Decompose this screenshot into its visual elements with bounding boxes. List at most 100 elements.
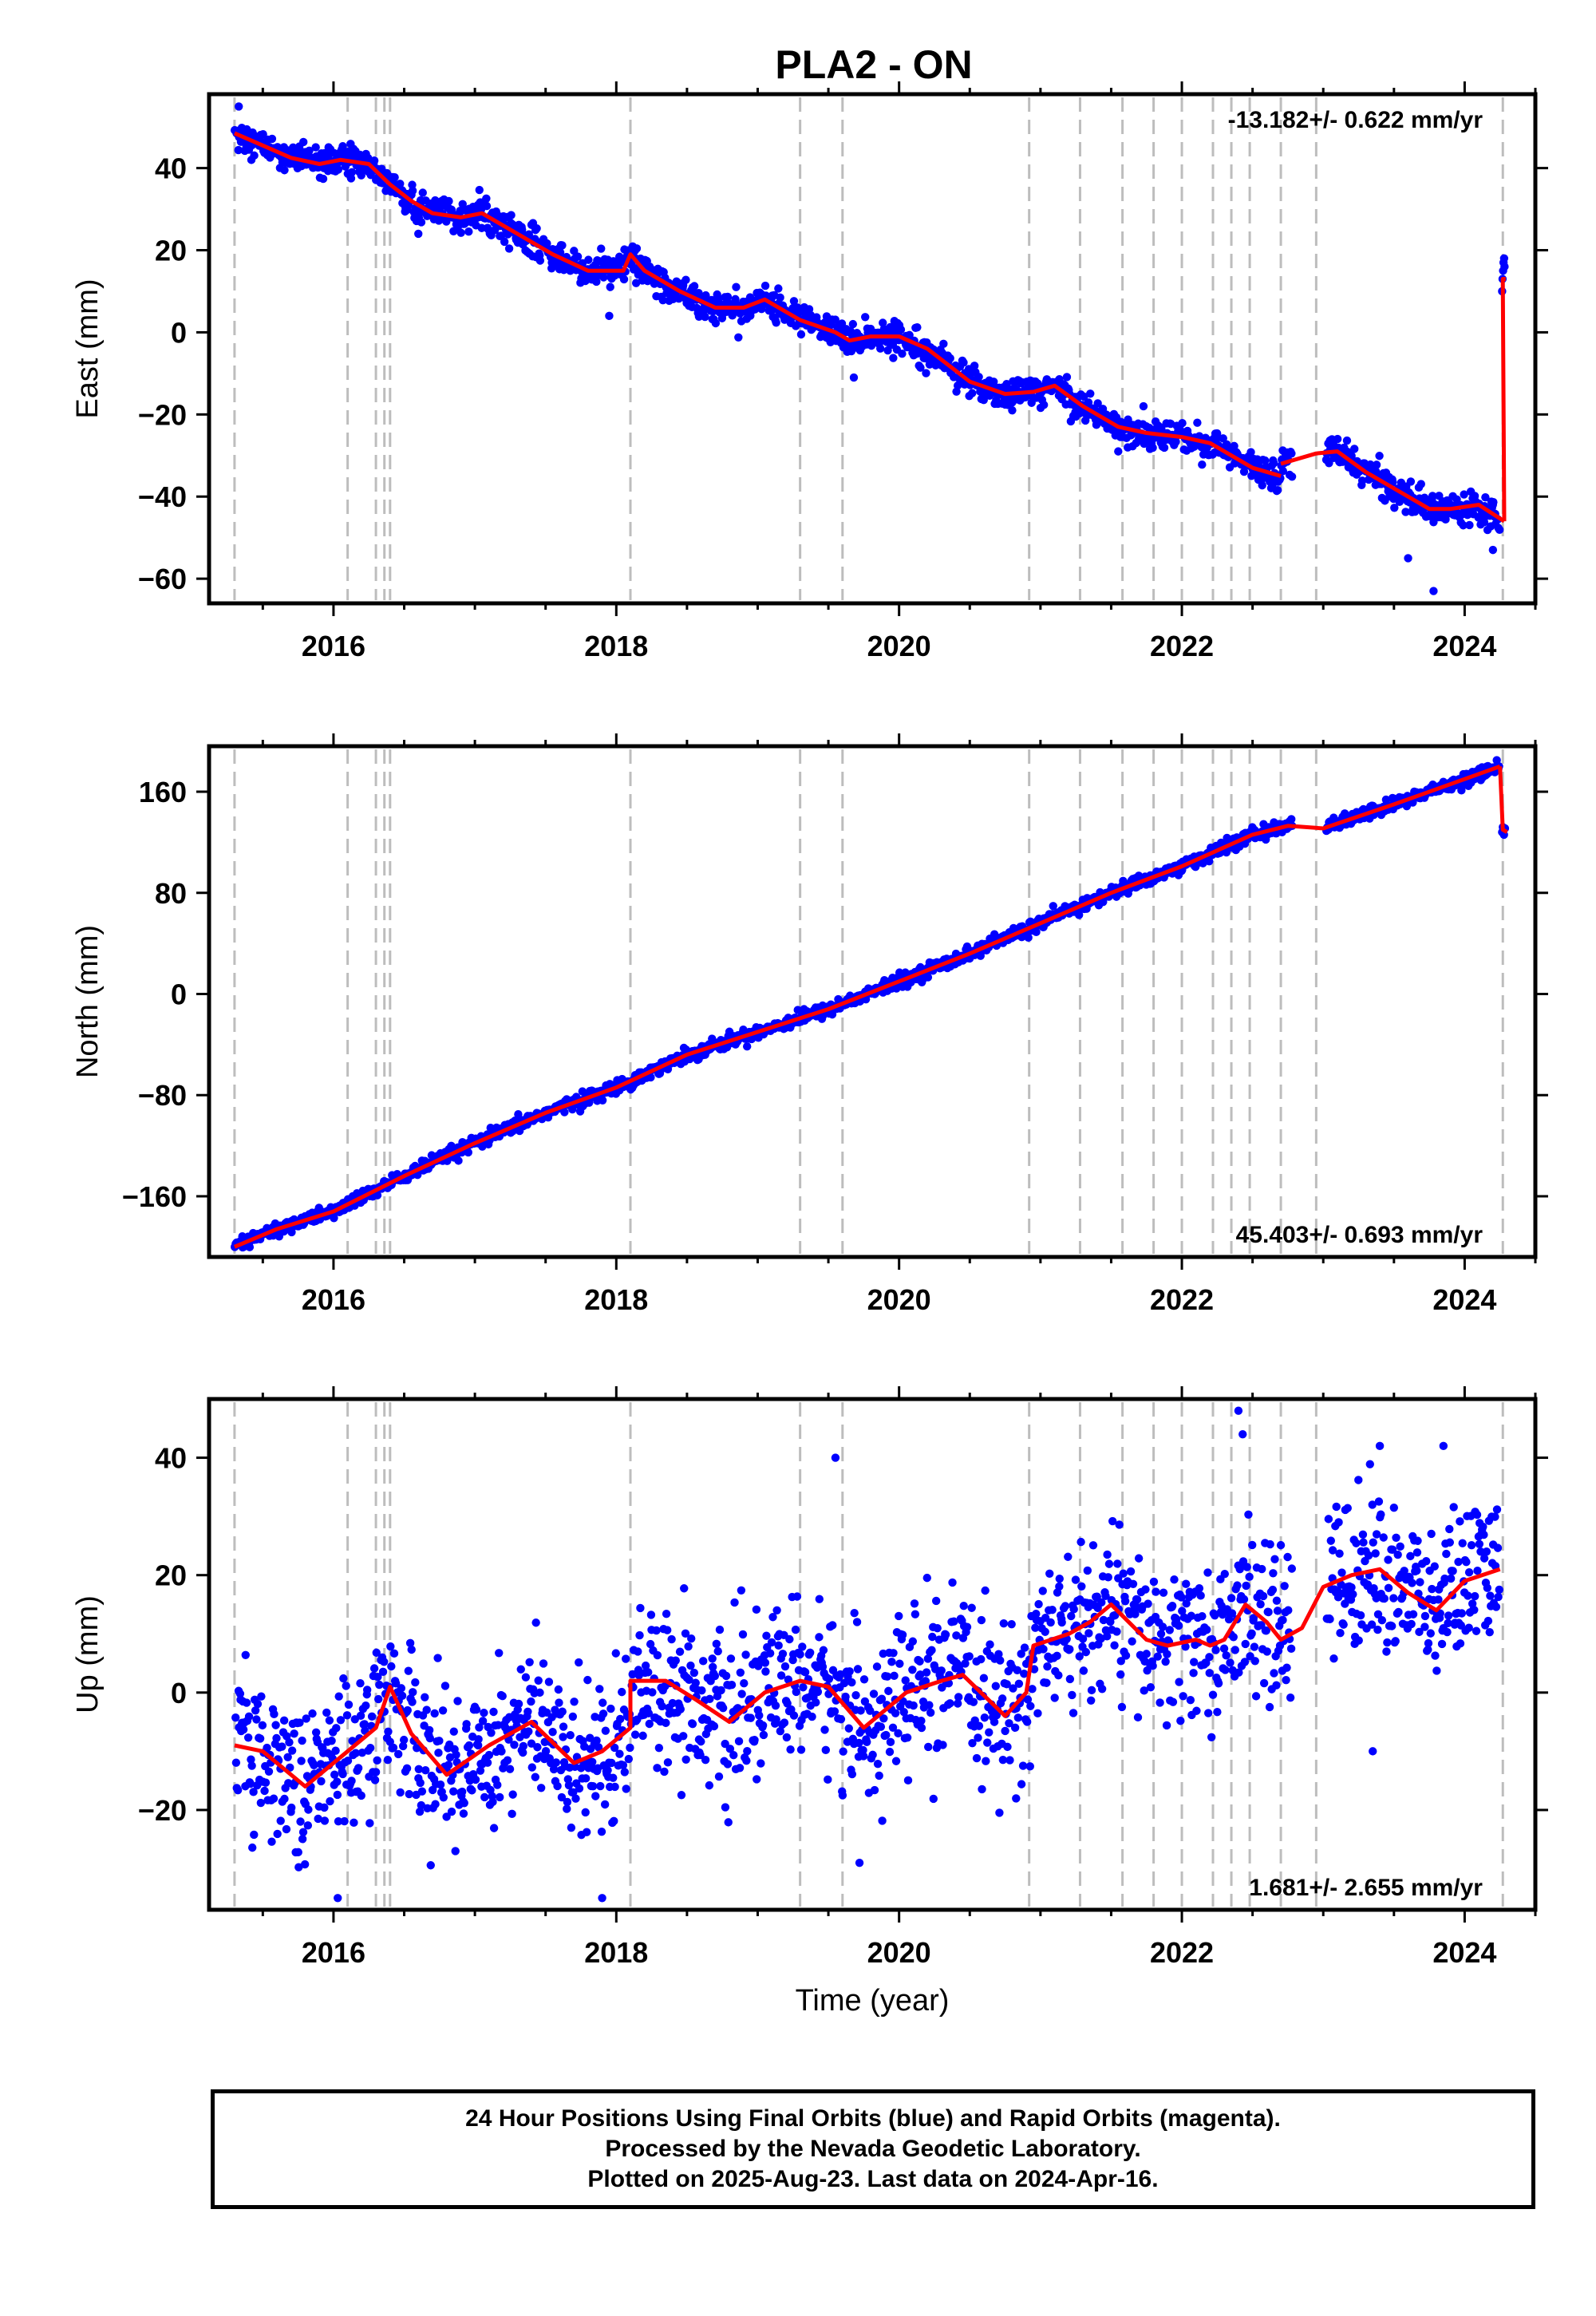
data-point <box>1214 1679 1223 1688</box>
data-point <box>890 1671 899 1681</box>
data-point <box>510 1741 519 1749</box>
data-point <box>607 1758 616 1768</box>
data-point <box>743 1746 752 1756</box>
data-point <box>924 1742 933 1752</box>
data-point <box>737 1690 746 1698</box>
data-point <box>508 1809 516 1819</box>
data-point <box>480 1709 488 1717</box>
data-point <box>1116 1670 1125 1679</box>
data-point <box>1144 1599 1152 1608</box>
data-point <box>697 1737 705 1746</box>
data-point <box>250 1830 259 1840</box>
data-point <box>760 1658 770 1667</box>
data-point <box>320 1816 330 1825</box>
data-point <box>305 146 314 156</box>
data-point <box>926 1708 935 1717</box>
data-point <box>974 1733 982 1742</box>
data-point <box>1077 1582 1086 1591</box>
data-point <box>251 1706 260 1715</box>
data-point <box>403 1705 412 1715</box>
data-point <box>361 1701 370 1710</box>
data-point <box>532 224 541 233</box>
data-point <box>638 1731 647 1741</box>
data-point <box>298 1828 308 1836</box>
y-tick-label: 160 <box>139 776 187 808</box>
data-point <box>715 1625 725 1634</box>
data-point <box>524 1727 533 1736</box>
data-point <box>1057 1618 1066 1627</box>
data-point <box>1039 401 1049 409</box>
data-point <box>1245 1572 1254 1582</box>
data-point <box>894 1729 903 1738</box>
data-point <box>295 1718 304 1727</box>
data-point <box>729 1750 738 1760</box>
data-point <box>887 1658 896 1666</box>
data-point <box>621 1654 630 1663</box>
data-point <box>759 1730 768 1740</box>
data-point <box>338 1769 347 1779</box>
data-point <box>1282 1663 1291 1672</box>
data-point <box>241 1650 250 1659</box>
data-point <box>974 373 983 381</box>
data-point <box>1167 1602 1177 1611</box>
data-point <box>708 1662 717 1671</box>
data-point <box>636 1603 645 1613</box>
data-point <box>294 1848 302 1857</box>
data-point <box>597 244 606 253</box>
data-point <box>318 174 328 184</box>
data-point <box>717 1686 725 1695</box>
data-point <box>681 275 690 284</box>
data-point <box>889 354 898 362</box>
data-point <box>667 1634 676 1644</box>
data-point <box>297 1757 306 1765</box>
data-point <box>772 1715 780 1724</box>
data-point <box>548 1728 557 1737</box>
data-point <box>1189 1669 1198 1678</box>
data-point <box>505 1765 515 1773</box>
data-point <box>1131 1610 1140 1618</box>
data-point <box>438 1706 448 1715</box>
data-point <box>498 1692 507 1701</box>
data-point <box>1010 1723 1020 1733</box>
data-point <box>519 1741 528 1751</box>
data-point <box>1159 443 1169 453</box>
data-point <box>836 1670 845 1679</box>
data-point <box>882 1730 891 1740</box>
data-point <box>878 1816 887 1825</box>
data-point <box>1231 1646 1239 1654</box>
data-point <box>724 1818 733 1827</box>
y-tick-label: −60 <box>138 563 187 595</box>
y-tick-label: 80 <box>155 877 187 910</box>
data-point <box>850 1608 859 1618</box>
data-point <box>903 1733 912 1742</box>
data-point <box>889 1649 898 1658</box>
data-point <box>1055 1574 1064 1583</box>
data-point <box>435 1737 444 1745</box>
data-point <box>1261 456 1270 465</box>
data-point <box>959 358 968 367</box>
data-point <box>1114 447 1123 456</box>
data-point <box>876 1722 886 1731</box>
data-point <box>1428 492 1437 500</box>
data-point <box>738 1630 748 1639</box>
data-point <box>1182 1579 1191 1588</box>
data-point <box>1009 1684 1017 1693</box>
data-point <box>859 1675 869 1684</box>
data-point <box>1189 1658 1199 1666</box>
data-point <box>460 1799 468 1808</box>
data-point <box>378 1667 388 1677</box>
data-point <box>671 1656 680 1665</box>
data-point <box>1163 1650 1171 1658</box>
data-point <box>405 1789 413 1799</box>
x-tick-label: 2016 <box>302 630 365 662</box>
data-point <box>433 1654 442 1662</box>
data-point <box>652 1626 661 1635</box>
data-point <box>1165 1626 1174 1634</box>
data-point <box>508 220 517 229</box>
data-point <box>620 1768 630 1777</box>
data-point <box>396 180 405 188</box>
data-point <box>1032 1610 1041 1618</box>
data-point <box>752 1605 761 1614</box>
data-point <box>954 1693 963 1701</box>
data-point <box>1120 1597 1130 1606</box>
